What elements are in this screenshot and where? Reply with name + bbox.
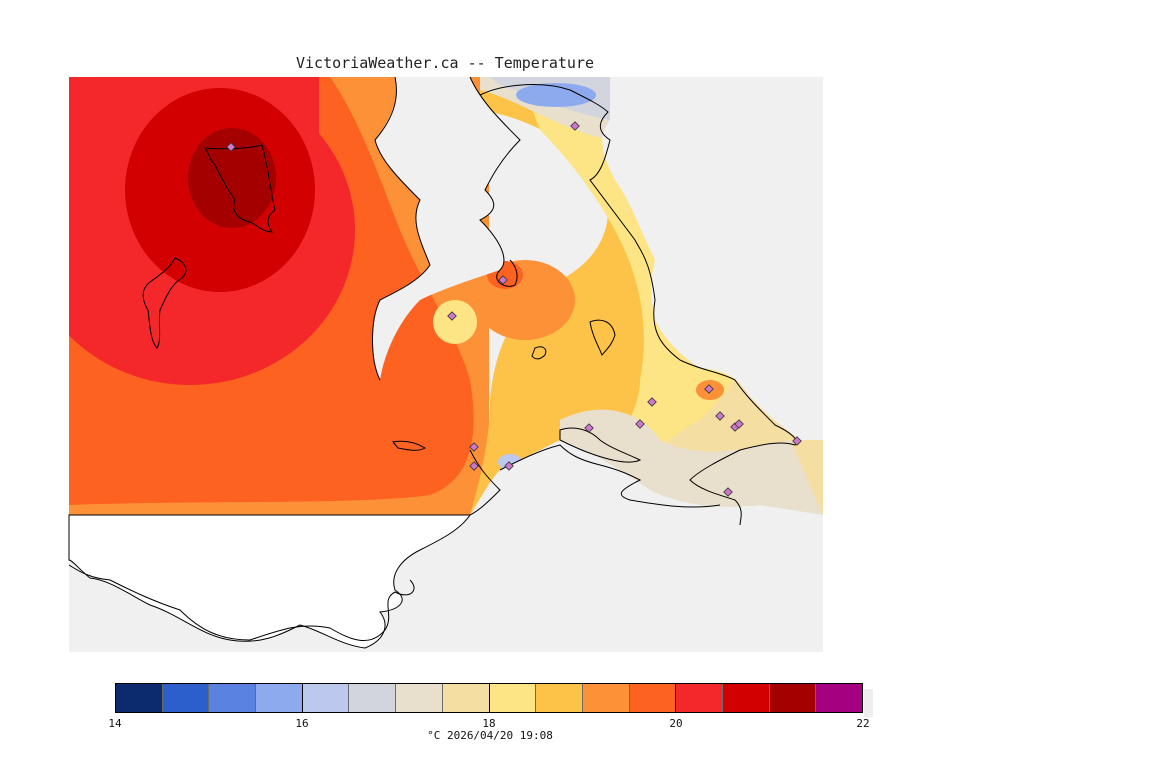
station-marker	[504, 461, 514, 471]
colorbar-swatch	[208, 684, 256, 712]
colorbar-swatch	[675, 684, 722, 712]
coastline-north-peninsula	[479, 84, 797, 526]
colorbar-tick-label: 16	[295, 717, 309, 730]
colorbar-tick-label: 22	[856, 717, 870, 730]
station-marker	[734, 419, 744, 429]
colorbar-swatch	[628, 684, 676, 712]
sea-mask-east	[602, 77, 823, 440]
station-marker	[226, 142, 236, 152]
colorbar-swatch	[161, 684, 209, 712]
colorbar-swatch	[255, 684, 302, 712]
colorbar-swatch	[301, 684, 349, 712]
island-west	[142, 257, 187, 349]
coastline-gorge	[559, 427, 642, 463]
coastline-southwest	[68, 564, 415, 642]
landmass-south	[68, 514, 471, 649]
contour-band-19-east	[433, 300, 477, 344]
island-lake-1	[589, 319, 616, 356]
temperature-colorbar	[115, 683, 863, 713]
colorbar-swatch	[116, 684, 162, 712]
sea-mask-north	[372, 77, 520, 380]
station-marker	[635, 419, 645, 429]
colorbar-swatch	[721, 684, 769, 712]
station-marker	[723, 487, 733, 497]
station-marker	[584, 423, 594, 433]
station-marker	[704, 384, 714, 394]
colorbar-swatch	[768, 684, 816, 712]
colorbar-swatch	[488, 684, 536, 712]
coastline-south-shore	[469, 444, 721, 516]
coastline-saanich	[469, 76, 521, 287]
footer-timestamp: °C 2026/04/20 19:08	[427, 729, 553, 742]
colorbar-tick-label: 18	[482, 717, 496, 730]
colorbar-swatch	[815, 684, 862, 712]
station-marker	[469, 461, 479, 471]
station-marker	[570, 121, 580, 131]
map-title: VictoriaWeather.ca -- Temperature	[295, 54, 594, 72]
station-marker	[647, 397, 657, 407]
colorbar-swatch	[535, 684, 582, 712]
island-south-small	[392, 440, 426, 451]
contour-band-21-5	[188, 128, 276, 228]
colorbar-swatch	[348, 684, 396, 712]
colorbar-swatch	[581, 684, 629, 712]
legend-shadow	[864, 689, 873, 717]
station-marker	[447, 311, 457, 321]
island-lake-2	[531, 346, 547, 360]
station-marker	[498, 275, 508, 285]
temperature-map	[68, 76, 823, 652]
coastline-west-inlet	[372, 76, 431, 381]
weather-stations	[226, 121, 802, 497]
station-marker	[469, 442, 479, 452]
contour-band-16	[516, 83, 596, 107]
colorbar-tick-label: 20	[669, 717, 683, 730]
station-marker	[715, 411, 725, 421]
colorbar-tick-label: 14	[108, 717, 122, 730]
coastlines	[68, 76, 797, 642]
colorbar-swatch	[441, 684, 489, 712]
colorbar-swatch	[395, 684, 442, 712]
island-saltspring	[203, 144, 276, 233]
station-marker	[792, 436, 802, 446]
